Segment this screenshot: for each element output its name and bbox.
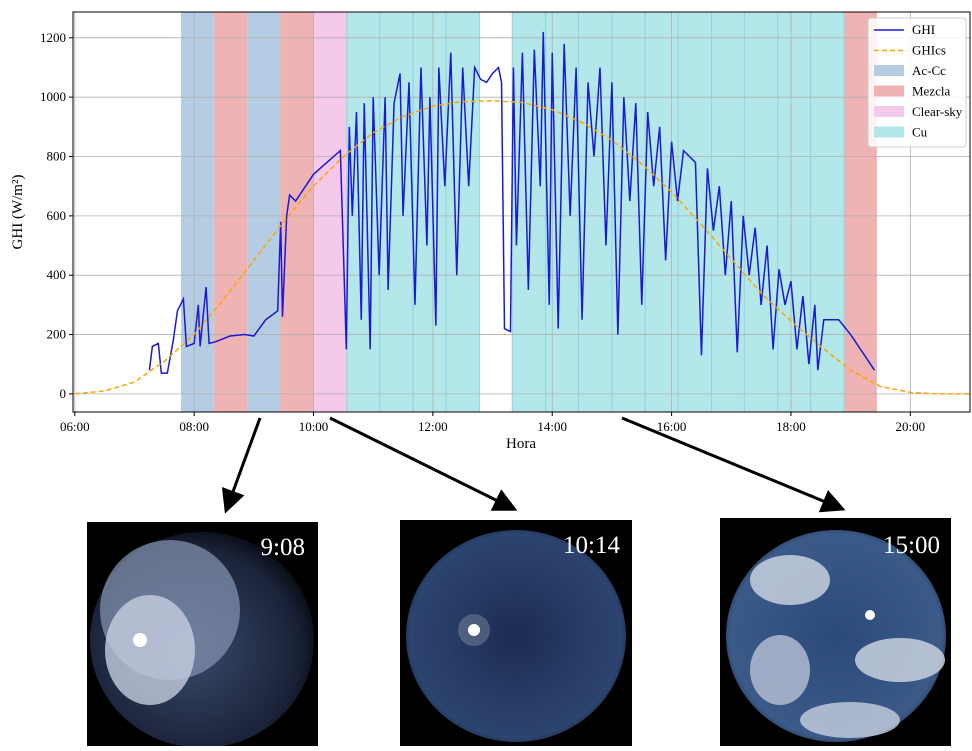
cloud [855, 638, 945, 682]
band [744, 12, 777, 412]
arrow [227, 418, 260, 508]
band [612, 12, 645, 412]
x-tick-label: 14:00 [537, 419, 567, 434]
photo: 9:08 [87, 522, 318, 746]
legend-label: GHIcs [912, 43, 946, 58]
photo-time: 9:08 [261, 534, 305, 561]
legend-swatch [874, 86, 904, 97]
legend-label: Clear-sky [912, 104, 963, 119]
y-tick-label: 1000 [40, 89, 66, 104]
band [778, 12, 811, 412]
band [645, 12, 678, 412]
sun-glow [458, 614, 490, 646]
legend-swatch [874, 65, 904, 76]
photo-time: 10:14 [563, 532, 620, 559]
legend-label: Ac-Cc [912, 63, 946, 78]
photo-time: 15:00 [883, 532, 940, 559]
y-tick-label: 0 [60, 386, 67, 401]
photo: 15:00 [720, 518, 951, 746]
sky-dome [406, 530, 626, 742]
x-tick-label: 18:00 [776, 419, 806, 434]
x-tick-label: 12:00 [418, 419, 448, 434]
sun [865, 610, 875, 620]
legend-label: GHI [912, 22, 935, 37]
photo: 10:14 [400, 520, 632, 746]
legend-swatch [874, 127, 904, 138]
x-tick-label: 10:00 [299, 419, 329, 434]
legend-label: Cu [912, 125, 928, 140]
x-tick-label: 08:00 [179, 419, 209, 434]
bands [181, 12, 877, 412]
legend-swatch [874, 106, 904, 117]
x-tick-label: 20:00 [896, 419, 926, 434]
band [380, 12, 413, 412]
cloud [105, 595, 195, 705]
x-tick-label: 06:00 [60, 419, 90, 434]
arrow [622, 418, 840, 508]
band [214, 12, 247, 412]
band [280, 12, 313, 412]
y-tick-label: 600 [47, 208, 67, 223]
legend-label: Mezcla [912, 84, 950, 99]
cloud [750, 555, 830, 605]
legend: GHI GHIcs Ac-Cc Mezcla Clear-sky Cu [868, 18, 966, 147]
y-tick-label: 200 [47, 327, 67, 342]
y-axis-label: GHI (W/m²) [10, 175, 26, 250]
x-axis-label: Hora [506, 436, 536, 452]
y-tick-label: 400 [47, 267, 67, 282]
band [247, 12, 280, 412]
band [181, 12, 214, 412]
y-tick-label: 1200 [40, 30, 66, 45]
sun [133, 633, 147, 647]
cloud [800, 702, 900, 738]
y-tick-label: 800 [47, 149, 67, 164]
band [413, 12, 446, 412]
page: {"chart_data": {"type": "line", "x_label… [0, 0, 972, 751]
chart: 06:00 08:00 10:00 12:00 14:00 16:00 18:00 20:00… [0, 0, 972, 746]
x-tick-label: 16:00 [657, 419, 687, 434]
cloud [750, 635, 810, 705]
